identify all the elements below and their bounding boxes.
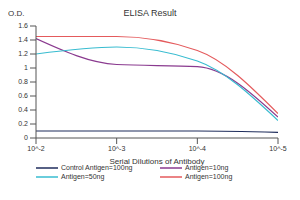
svg-text:1.4: 1.4 bbox=[18, 36, 28, 43]
svg-text:1.2: 1.2 bbox=[18, 50, 28, 57]
svg-text:0.6: 0.6 bbox=[18, 92, 28, 99]
html-text:ELISA Result: ELISA Result bbox=[123, 8, 177, 18]
html-text:O.D.: O.D. bbox=[8, 9, 25, 18]
svg-text:1.6: 1.6 bbox=[18, 22, 28, 29]
svg-text:0.8: 0.8 bbox=[18, 78, 28, 85]
svg-text:1: 1 bbox=[24, 64, 28, 71]
html-text:Antigen=100ng: Antigen=100ng bbox=[185, 173, 233, 180]
svg-text:Serial Dilutions of Antibody: Serial Dilutions of Antibody bbox=[109, 157, 204, 166]
svg-text:0.4: 0.4 bbox=[18, 106, 28, 113]
html-text:Antigen=50ng: Antigen=50ng bbox=[61, 173, 105, 180]
svg-text:10^-5: 10^-5 bbox=[269, 145, 286, 152]
html-text:Antigen=10ng: Antigen=10ng bbox=[185, 164, 229, 171]
svg-text:10^-2: 10^-2 bbox=[27, 145, 44, 152]
html-text:Control Antigen=100ng: Control Antigen=100ng bbox=[61, 164, 133, 171]
svg-text:10^-3: 10^-3 bbox=[108, 145, 125, 152]
svg-text:0.2: 0.2 bbox=[18, 120, 28, 127]
svg-text:0: 0 bbox=[24, 134, 28, 141]
svg-text:10^-4: 10^-4 bbox=[189, 145, 206, 152]
